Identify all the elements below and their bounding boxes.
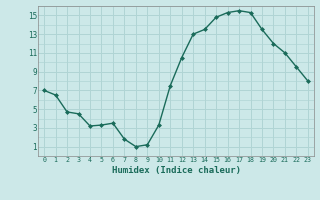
X-axis label: Humidex (Indice chaleur): Humidex (Indice chaleur) xyxy=(111,166,241,175)
